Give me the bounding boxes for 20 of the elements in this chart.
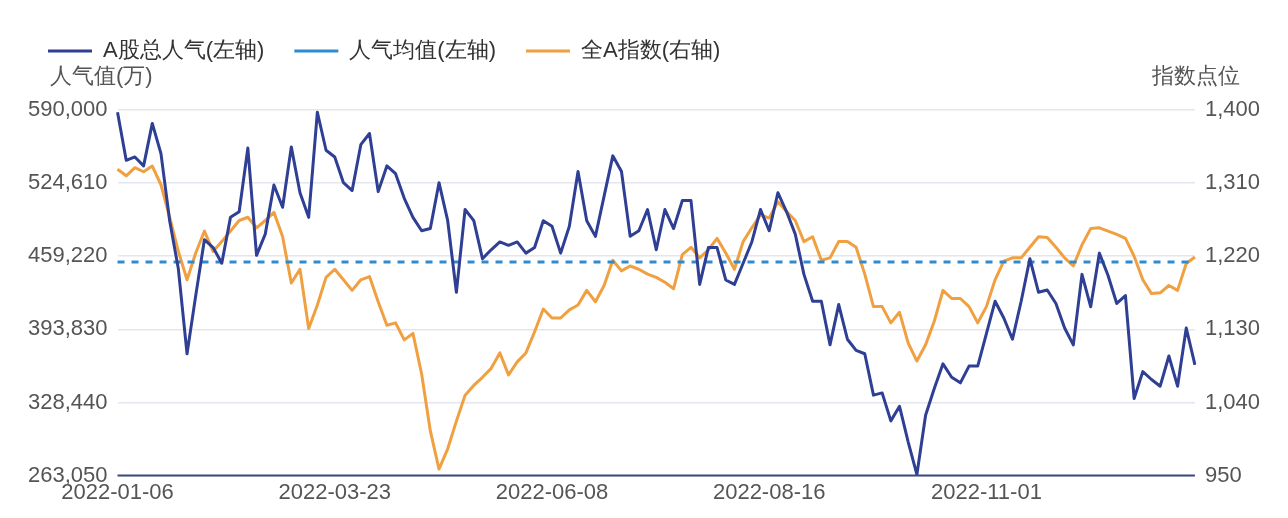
x-tick-label: 2022-08-16 <box>712 478 826 504</box>
legend-label: 全A指数(右轴) <box>580 37 721 63</box>
y-tick-label: 459,220 <box>27 242 108 268</box>
y-tick-label: 393,830 <box>27 315 108 341</box>
y2-tick-label: 1,400 <box>1204 96 1261 122</box>
y2-tick-label: 1,130 <box>1204 315 1261 341</box>
legend-label: 人气均值(左轴) <box>349 37 496 63</box>
y2-tick-label: 950 <box>1204 461 1242 487</box>
y-tick-label: 590,000 <box>27 96 108 122</box>
x-tick-label: 2022-03-23 <box>278 478 392 504</box>
y2-tick-label: 1,220 <box>1204 242 1261 268</box>
y-tick-label: 524,610 <box>27 169 108 195</box>
legend-label: A股总人气(左轴) <box>103 37 265 63</box>
x-tick-label: 2022-06-08 <box>495 478 609 504</box>
y-tick-label: 328,440 <box>27 388 108 414</box>
y2-axis-title: 指数点位 <box>1151 63 1240 89</box>
y-axis-title: 人气值(万) <box>50 63 153 89</box>
x-tick-label: 2022-11-01 <box>930 478 1042 504</box>
y2-tick-label: 1,310 <box>1204 169 1261 195</box>
y2-tick-label: 1,040 <box>1204 388 1261 414</box>
